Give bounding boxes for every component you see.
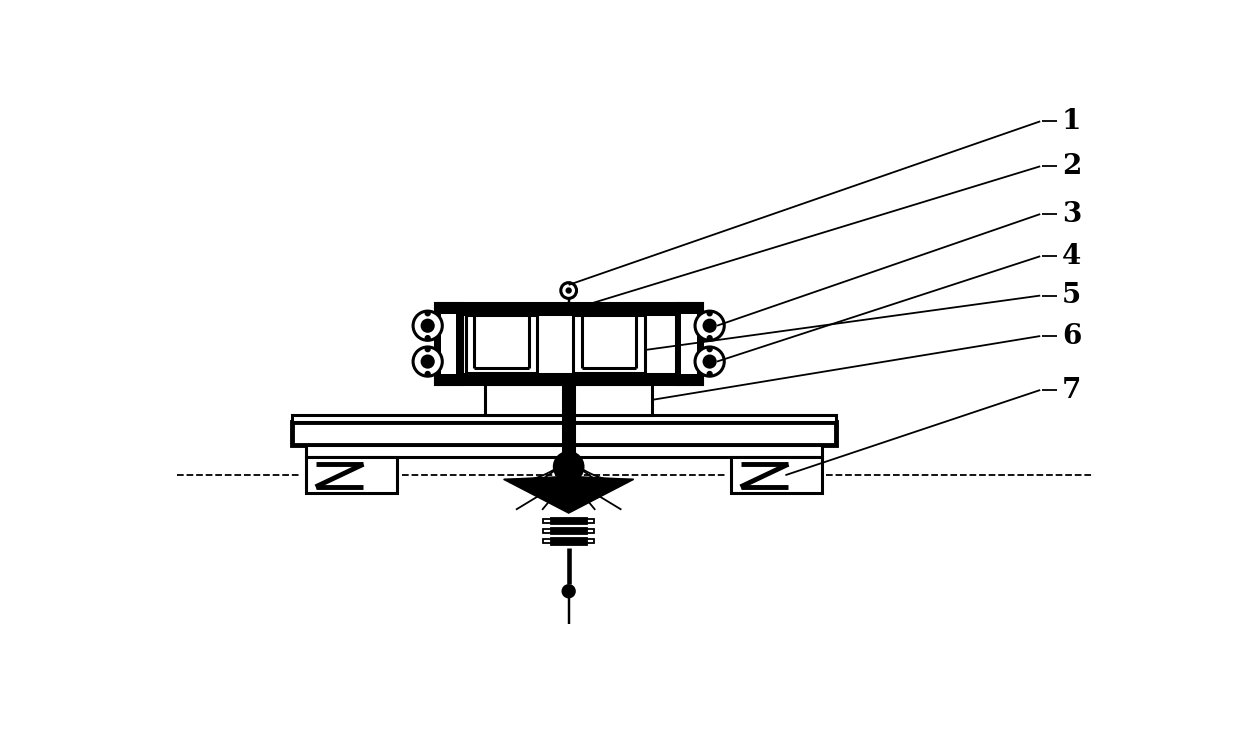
Circle shape — [413, 347, 443, 376]
Bar — [465, 315, 537, 373]
Circle shape — [425, 311, 430, 315]
Bar — [306, 445, 822, 457]
Bar — [291, 415, 836, 422]
Circle shape — [413, 311, 443, 340]
Bar — [587, 519, 594, 523]
Circle shape — [563, 585, 574, 597]
Bar — [485, 385, 652, 415]
Bar — [306, 457, 397, 493]
Bar — [551, 538, 587, 545]
Bar — [291, 422, 836, 445]
Circle shape — [560, 283, 577, 299]
Bar — [551, 518, 587, 524]
Text: 6: 6 — [1061, 323, 1081, 350]
Circle shape — [707, 336, 712, 340]
Bar — [563, 374, 574, 456]
Bar — [543, 519, 551, 523]
Bar — [435, 303, 702, 314]
Bar — [435, 374, 702, 385]
Bar — [474, 321, 528, 367]
Circle shape — [696, 347, 724, 376]
Text: 1: 1 — [1061, 108, 1081, 135]
Text: 2: 2 — [1061, 153, 1081, 180]
Bar — [551, 528, 587, 534]
Circle shape — [425, 347, 430, 351]
Text: 3: 3 — [1061, 201, 1081, 228]
Bar — [440, 314, 456, 374]
Bar — [587, 529, 594, 534]
Bar — [543, 529, 551, 534]
Circle shape — [707, 347, 712, 351]
Bar — [573, 315, 645, 373]
Circle shape — [707, 311, 712, 315]
Bar — [587, 539, 594, 543]
Circle shape — [703, 356, 715, 368]
Bar — [582, 321, 636, 367]
Bar — [676, 303, 702, 385]
Circle shape — [554, 453, 583, 481]
Circle shape — [425, 336, 430, 340]
Circle shape — [422, 320, 434, 332]
Circle shape — [567, 288, 570, 293]
Circle shape — [422, 356, 434, 368]
Bar — [681, 314, 697, 374]
Circle shape — [707, 372, 712, 376]
Text: 4: 4 — [1061, 243, 1081, 269]
Bar — [435, 303, 461, 385]
Circle shape — [696, 311, 724, 340]
Polygon shape — [503, 477, 634, 480]
Circle shape — [425, 372, 430, 376]
Circle shape — [703, 320, 715, 332]
Bar — [730, 457, 822, 493]
Bar — [543, 539, 551, 543]
Polygon shape — [503, 480, 634, 513]
Text: 5: 5 — [1061, 282, 1081, 309]
Text: 7: 7 — [1061, 377, 1081, 404]
